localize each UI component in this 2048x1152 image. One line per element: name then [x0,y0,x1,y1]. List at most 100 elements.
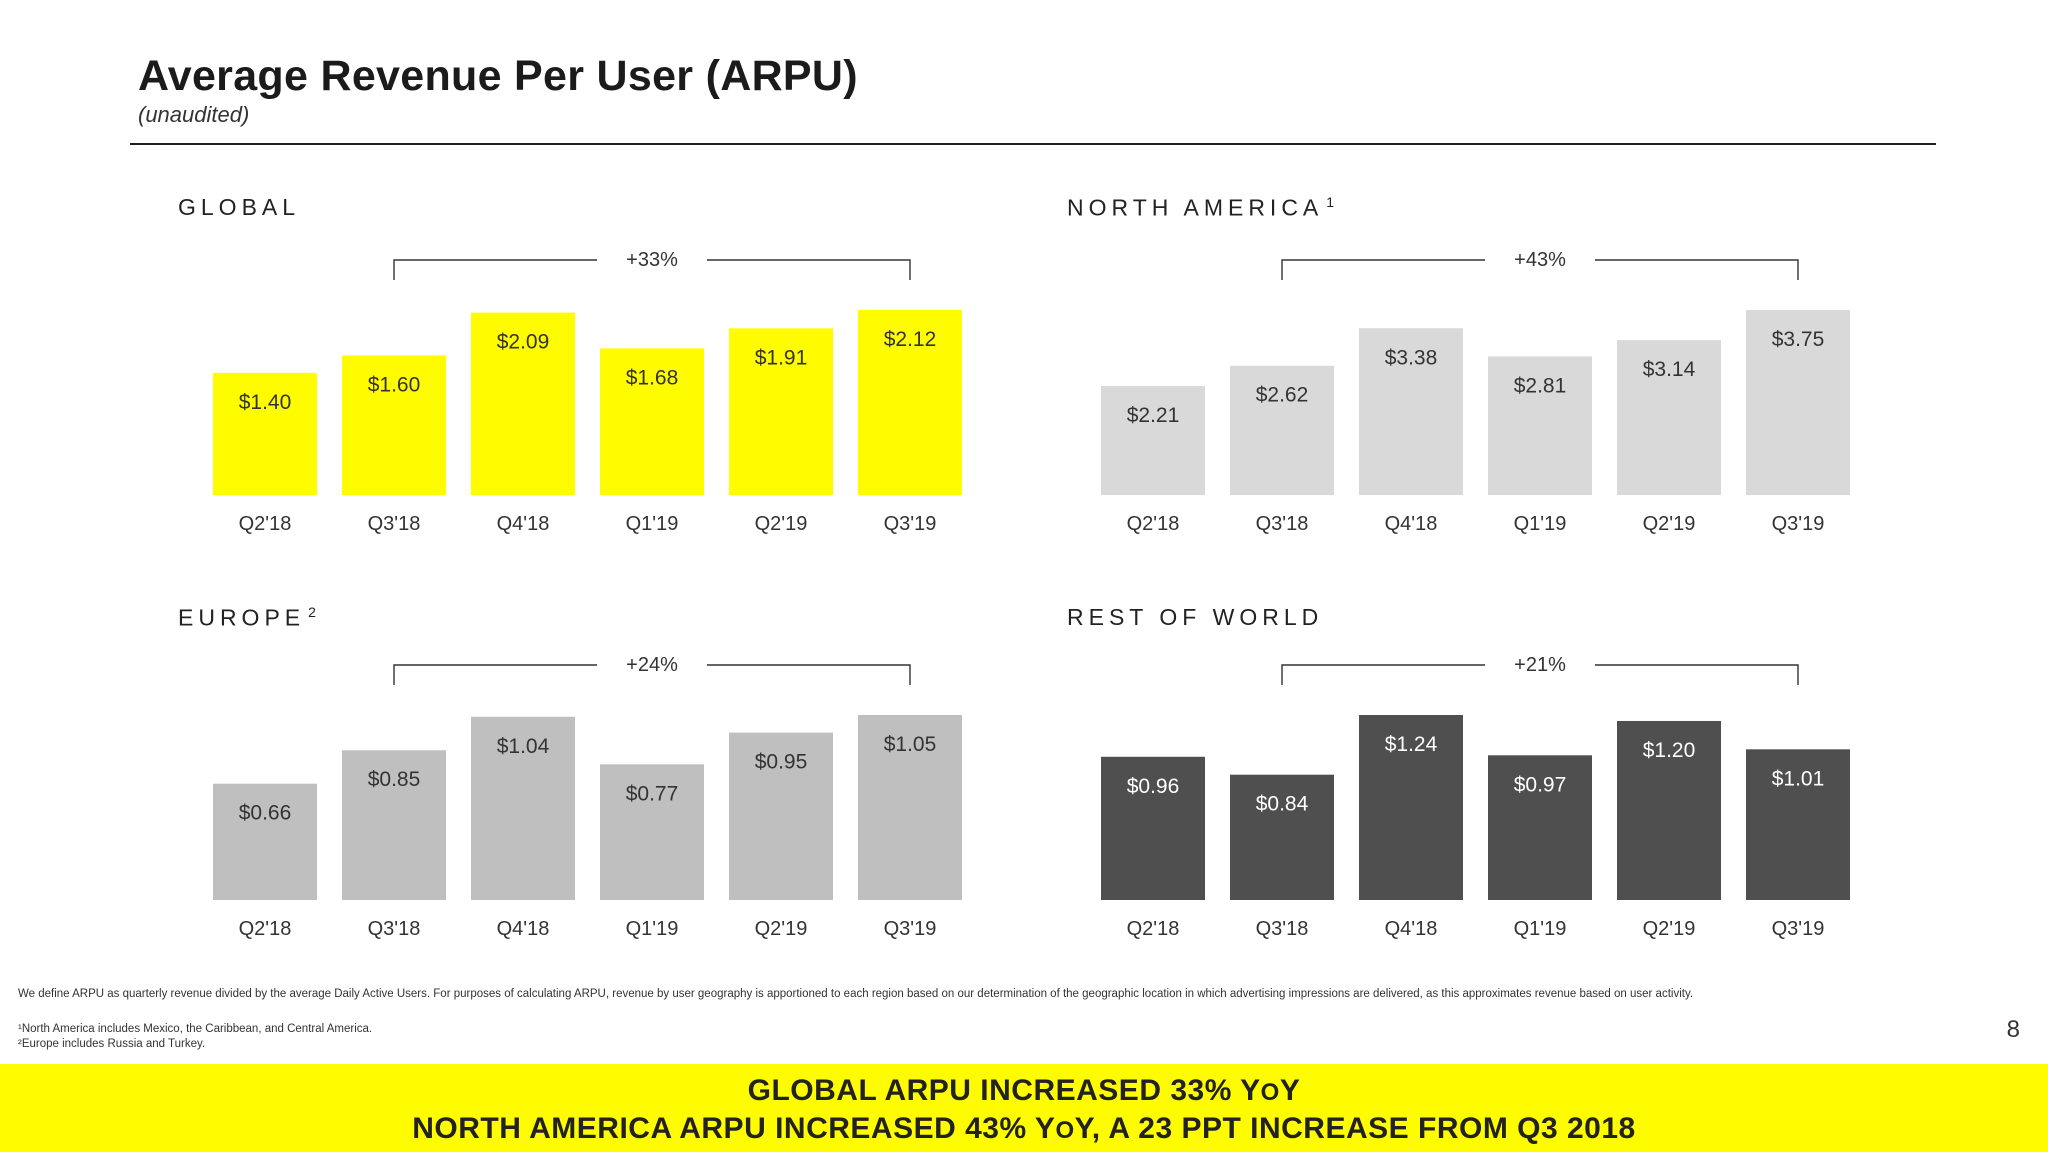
bar-value-label: $1.01 [1772,767,1825,790]
page-subtitle: (unaudited) [138,102,250,127]
category-label: Q4'18 [1385,513,1438,535]
category-label: Q3'18 [1256,918,1309,940]
bar-global-4 [729,328,833,495]
category-label: Q4'18 [497,918,550,940]
bar-value-label: $1.20 [1643,739,1696,762]
growth-label: +24% [626,654,678,676]
bar-value-label: $3.75 [1772,328,1825,351]
bar-value-label: $1.05 [884,733,937,756]
bar-value-label: $1.91 [755,346,808,369]
bar-europe-2 [471,716,575,900]
rest-of-world-arpu-chart: $0.96 Q2'18 $0.84 Q3'18 $1.24 Q4'18 $0.97 Q1'19… [1101,654,1850,940]
bar-value-label: $0.77 [626,782,679,805]
category-label: Q1'19 [1514,918,1567,940]
page-number: 8 [2006,1016,2020,1043]
bar-north_america-3 [1488,356,1592,495]
bar-europe-3 [600,764,704,900]
bar-value-label: $1.60 [368,373,421,396]
bar-rest_of_world-5 [1746,749,1850,900]
category-label: Q2'18 [1127,513,1180,535]
north-america-footnote: ¹North America includes Mexico, the Cari… [18,1023,373,1035]
category-label: Q2'19 [1643,513,1696,535]
category-label: Q2'19 [755,513,808,535]
category-label: Q3'18 [368,918,421,940]
bar-rest_of_world-4 [1617,720,1721,900]
bar-north_america-5 [1746,310,1850,495]
category-label: Q3'19 [884,918,937,940]
panel-title-europe: EUROPE 2 [178,604,317,631]
category-label: Q3'18 [1256,513,1309,535]
bar-rest_of_world-1 [1230,774,1334,900]
bar-europe-4 [729,732,833,900]
arpu-definition-footnote: We define ARPU as quarterly revenue divi… [18,988,1694,1000]
growth-bracket [393,664,911,685]
banner-line-global: GLOBAL ARPU INCREASED 33% YOY [747,1074,1301,1107]
category-label: Q4'18 [497,513,550,535]
bar-value-label: $0.84 [1256,793,1309,816]
bar-value-label: $2.12 [884,328,937,351]
title-divider [130,143,1936,145]
growth-label: +43% [1514,249,1566,271]
bar-value-label: $1.04 [497,735,550,758]
bar-global-5 [858,310,962,495]
category-label: Q1'19 [1514,513,1567,535]
bar-global-2 [471,312,575,495]
bar-north_america-1 [1230,365,1334,495]
europe-footnote: ²Europe includes Russia and Turkey. [18,1038,206,1050]
category-label: Q4'18 [1385,918,1438,940]
category-label: Q3'18 [368,513,421,535]
bar-value-label: $0.96 [1127,775,1180,798]
global-arpu-chart: $1.40 Q2'18 $1.60 Q3'18 $2.09 Q4'18 $1.68 Q1'19… [213,249,962,535]
bar-rest_of_world-0 [1101,756,1205,900]
bar-value-label: $0.95 [755,751,808,774]
category-label: Q3'19 [1772,918,1825,940]
bar-value-label: $2.62 [1256,384,1309,407]
category-label: Q1'19 [626,513,679,535]
category-label: Q1'19 [626,918,679,940]
panel-title-north-america: NORTH AMERICA 1 [1067,194,1336,221]
north-america-arpu-chart: $2.21 Q2'18 $2.62 Q3'18 $3.38 Q4'18 $2.81 Q1'19… [1101,249,1850,535]
bar-value-label: $3.14 [1643,358,1696,381]
bar-value-label: $1.40 [239,391,292,414]
category-label: Q3'19 [1772,513,1825,535]
banner-line-north-america: NORTH AMERICA ARPU INCREASED 43% YOY, A … [412,1112,1636,1145]
bar-value-label: $0.85 [368,768,421,791]
category-label: Q2'19 [755,918,808,940]
bar-value-label: $3.38 [1385,346,1438,369]
bar-europe-5 [858,715,962,900]
panel-title-global: GLOBAL [178,194,301,220]
bar-rest_of_world-3 [1488,755,1592,900]
bar-value-label: $0.97 [1514,773,1567,796]
category-label: Q2'18 [1127,918,1180,940]
bar-rest_of_world-2 [1359,715,1463,900]
europe-arpu-chart: $0.66 Q2'18 $0.85 Q3'18 $1.04 Q4'18 $0.77 Q1'19… [213,654,962,940]
footnote-marker-1: 1 [1326,194,1336,210]
growth-label: +21% [1514,654,1566,676]
growth-label: +33% [626,249,678,271]
category-label: Q2'18 [239,513,292,535]
summary-banner: GLOBAL ARPU INCREASED 33% YOY NORTH AMER… [0,1064,2048,1152]
bar-value-label: $2.81 [1514,374,1567,397]
page-title: Average Revenue Per User (ARPU) [138,52,858,100]
category-label: Q2'18 [239,918,292,940]
bar-global-1 [342,355,446,495]
bar-value-label: $2.09 [497,331,550,354]
bar-value-label: $2.21 [1127,404,1180,427]
category-label: Q2'19 [1643,918,1696,940]
growth-bracket [1281,664,1799,685]
category-label: Q3'19 [884,513,937,535]
panel-title-rest-of-world: REST OF WORLD [1067,604,1324,630]
bar-north_america-2 [1359,328,1463,495]
bar-europe-0 [213,783,317,900]
bar-value-label: $1.24 [1385,733,1438,756]
bar-global-0 [213,372,317,495]
bar-value-label: $1.68 [626,366,679,389]
bar-north_america-0 [1101,385,1205,495]
growth-bracket [393,259,911,280]
growth-bracket [1281,259,1799,280]
bar-global-3 [600,348,704,495]
bar-europe-1 [342,750,446,900]
bar-north_america-4 [1617,340,1721,495]
footnote-marker-2: 2 [308,604,317,620]
bar-value-label: $0.66 [239,802,292,825]
